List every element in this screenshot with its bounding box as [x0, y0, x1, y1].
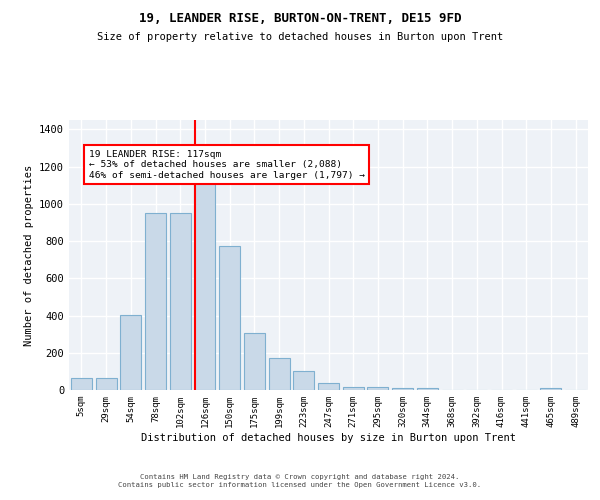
Bar	[71, 378, 92, 390]
Text: 19 LEANDER RISE: 117sqm
← 53% of detached houses are smaller (2,088)
46% of semi: 19 LEANDER RISE: 117sqm ← 53% of detache…	[89, 150, 365, 180]
Text: Contains HM Land Registry data © Crown copyright and database right 2024.
Contai: Contains HM Land Registry data © Crown c…	[118, 474, 482, 488]
Bar	[541, 388, 562, 390]
Bar	[269, 358, 290, 390]
Bar	[318, 384, 339, 390]
Bar	[244, 333, 265, 390]
Bar	[417, 388, 438, 390]
Bar	[219, 246, 240, 390]
Bar	[367, 387, 388, 390]
Bar	[392, 388, 413, 390]
Bar	[293, 372, 314, 390]
Bar	[95, 378, 116, 390]
Y-axis label: Number of detached properties: Number of detached properties	[23, 164, 34, 346]
Bar	[170, 213, 191, 390]
Text: Size of property relative to detached houses in Burton upon Trent: Size of property relative to detached ho…	[97, 32, 503, 42]
Bar	[145, 213, 166, 390]
Bar	[120, 314, 141, 390]
Text: 19, LEANDER RISE, BURTON-ON-TRENT, DE15 9FD: 19, LEANDER RISE, BURTON-ON-TRENT, DE15 …	[139, 12, 461, 26]
Bar	[194, 184, 215, 390]
Bar	[343, 387, 364, 390]
X-axis label: Distribution of detached houses by size in Burton upon Trent: Distribution of detached houses by size …	[141, 432, 516, 442]
